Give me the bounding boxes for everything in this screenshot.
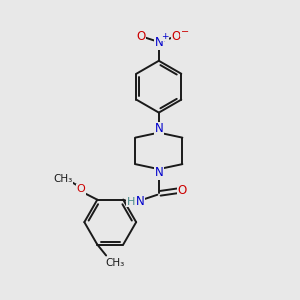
Text: O: O	[136, 29, 146, 43]
Text: O: O	[178, 184, 187, 196]
Text: O: O	[172, 29, 181, 43]
Text: CH₃: CH₃	[53, 174, 73, 184]
Text: H: H	[127, 197, 135, 207]
Text: N: N	[154, 167, 163, 179]
Text: N: N	[154, 122, 163, 135]
Text: CH₃: CH₃	[105, 258, 124, 268]
Text: O: O	[77, 184, 85, 194]
Text: +: +	[161, 32, 169, 40]
Text: N: N	[136, 195, 144, 208]
Text: −: −	[181, 27, 189, 37]
Text: N: N	[154, 36, 163, 49]
